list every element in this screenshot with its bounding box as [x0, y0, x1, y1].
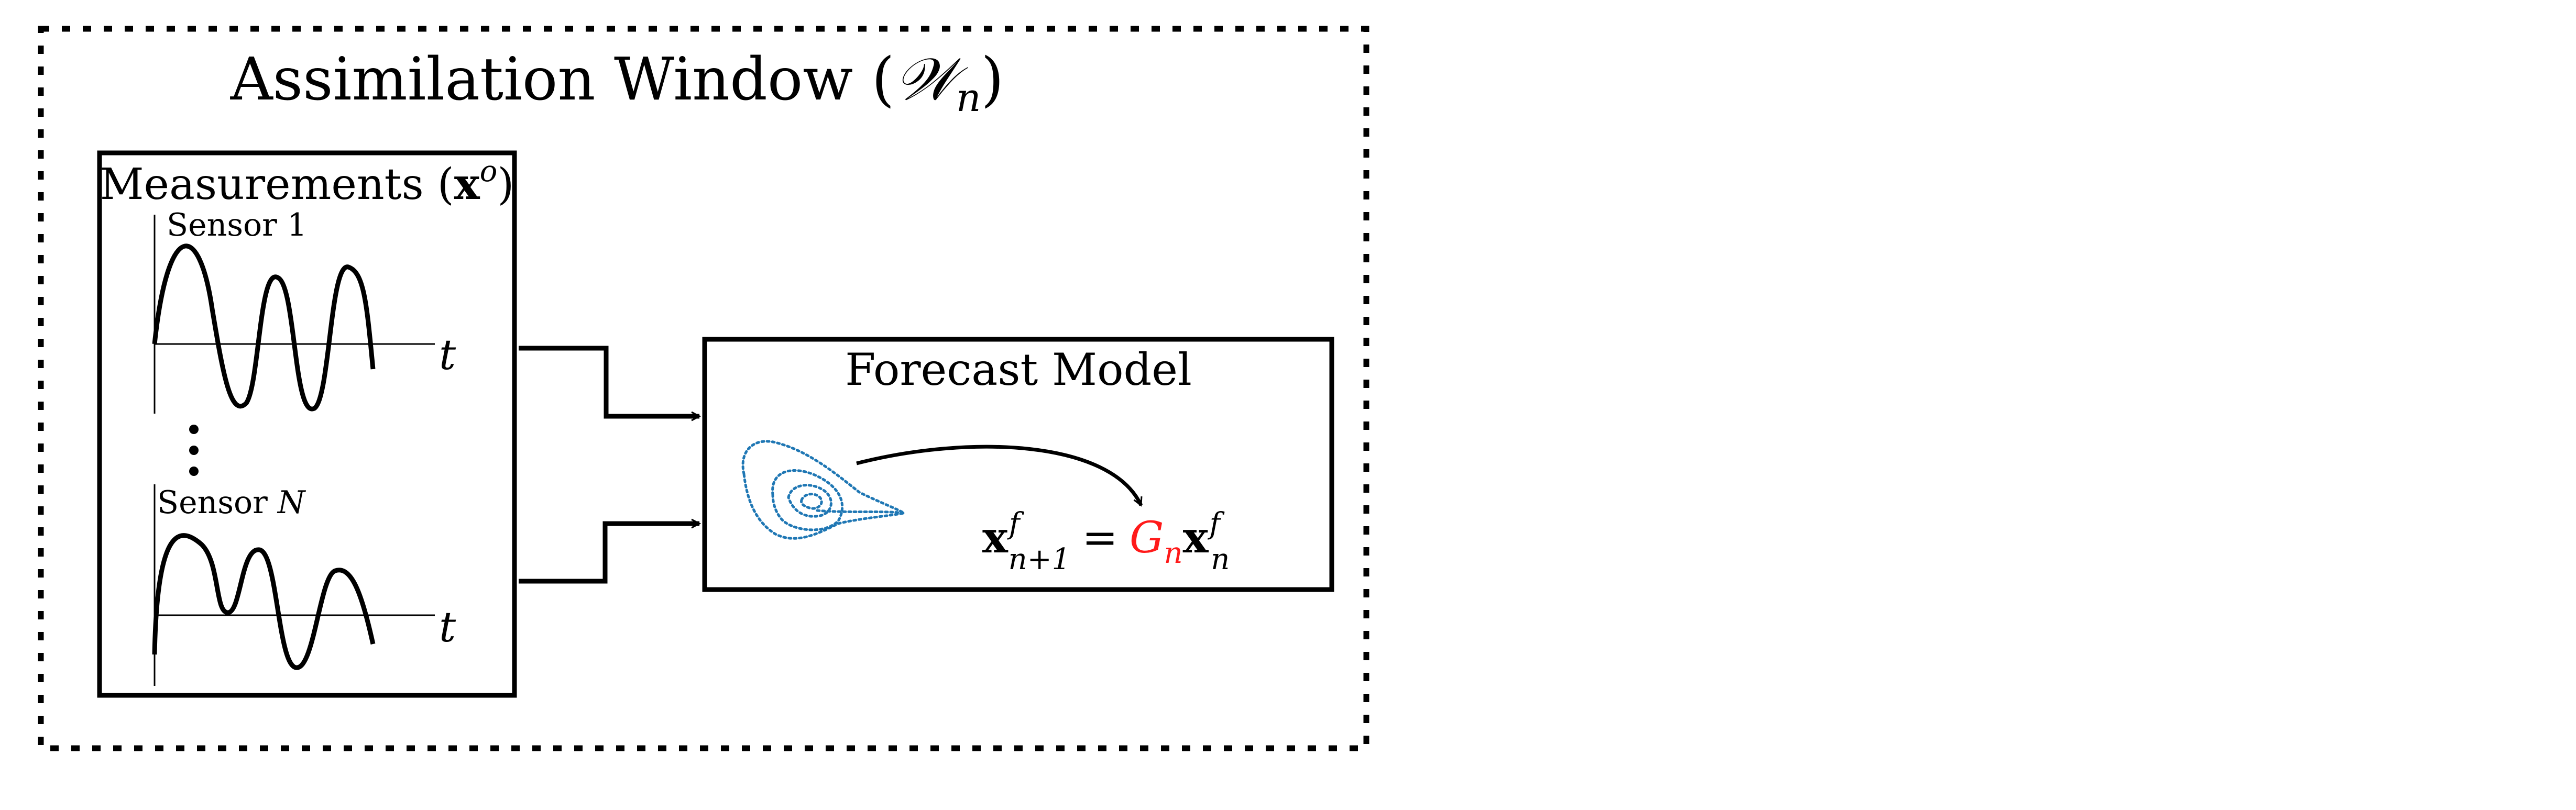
- sensor-1-plot: Sensor 1 t: [155, 207, 456, 414]
- forecast-model-title: Forecast Model: [845, 344, 1192, 395]
- operator-symbol: G: [1130, 513, 1164, 563]
- sensor-1-time-label: t: [439, 330, 456, 379]
- sensor-n-time-label: t: [439, 603, 456, 651]
- sensor-n-plot: Sensor N t: [155, 484, 456, 686]
- attractor-icon: [743, 441, 904, 538]
- sensor-1-signal: [155, 246, 373, 409]
- assimilation-window-title: Assimilation Window (𝒲n): [230, 46, 1004, 120]
- forecast-equation: xf n+1 = Gnxf n: [982, 507, 1230, 576]
- attractor-to-operator-arrow: [857, 447, 1141, 505]
- measurements-title: Measurements (xo): [100, 154, 514, 209]
- sensor-n-signal: [155, 536, 373, 668]
- sensor-n-label: Sensor N: [157, 484, 306, 521]
- arrow-measurement-to-model-lower: [519, 524, 699, 581]
- arrow-measurement-to-model-upper: [519, 348, 699, 416]
- sensor-ellipsis: [189, 425, 199, 476]
- sensor-1-label: Sensor 1: [167, 207, 307, 243]
